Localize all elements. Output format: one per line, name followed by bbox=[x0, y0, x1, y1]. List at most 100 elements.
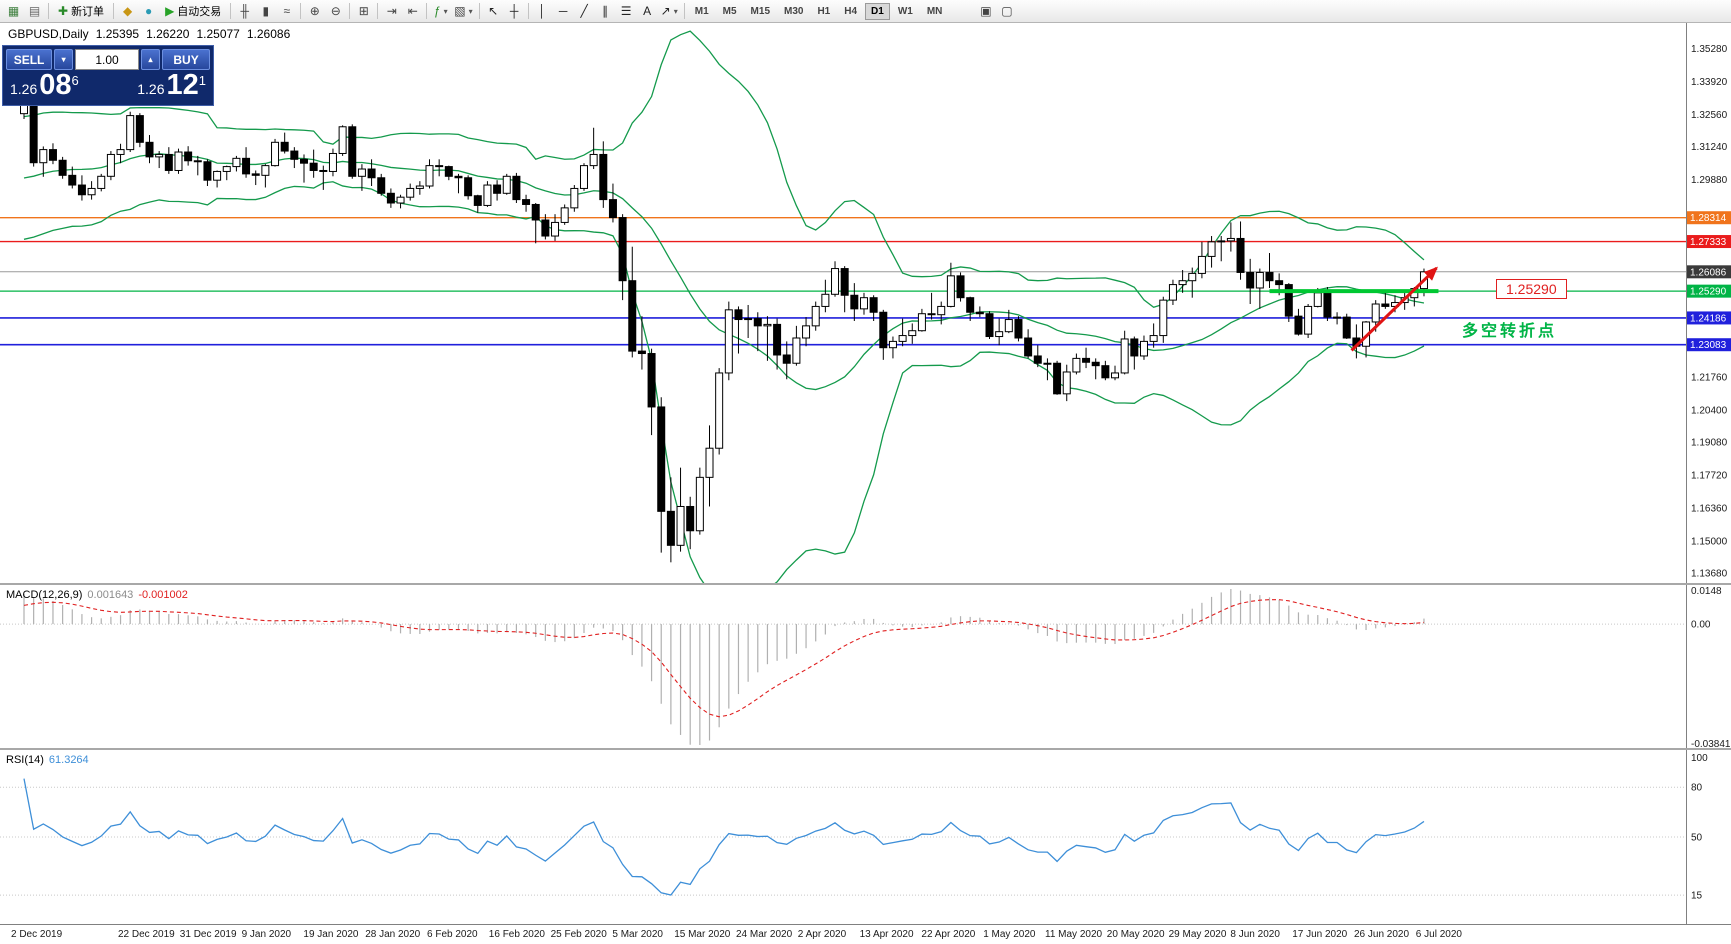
auto-scroll-button[interactable]: ⇥ bbox=[381, 2, 402, 20]
tile-windows-button[interactable]: ⊞ bbox=[353, 2, 374, 20]
date-label: 2 Dec 2019 bbox=[11, 929, 63, 940]
time-axis[interactable]: 2 Dec 2019 22 Dec 2019 31 Dec 2019 9 Jan 20… bbox=[11, 929, 1462, 940]
date-label: 25 Feb 2020 bbox=[551, 929, 608, 940]
autotrading-button[interactable]: ▶ 自动交易 bbox=[159, 2, 227, 20]
new-order-button[interactable]: ✚ 新订单 bbox=[52, 2, 110, 20]
panel-divider[interactable] bbox=[0, 583, 1731, 585]
ohlc-high: 1.26220 bbox=[146, 27, 190, 41]
timeframe-m5-button[interactable]: M5 bbox=[717, 3, 743, 20]
metaeditor-button[interactable]: ● bbox=[138, 2, 159, 20]
sell-button[interactable]: SELL bbox=[6, 49, 53, 70]
date-label: 26 Jun 2020 bbox=[1354, 929, 1409, 940]
window-list-icon: ▢ bbox=[1001, 4, 1013, 18]
arrows-tool-button[interactable]: ↗ ▾ bbox=[658, 2, 681, 20]
zoom-out-button[interactable]: ⊖ bbox=[325, 2, 346, 20]
date-label: 2 Apr 2020 bbox=[798, 929, 847, 940]
cursor-icon: ↖ bbox=[488, 4, 499, 18]
arrows-tool-icon: ↗ bbox=[660, 4, 671, 18]
profiles-button[interactable]: ▤ bbox=[24, 2, 45, 20]
volume-dropdown-button[interactable]: ▾ bbox=[54, 49, 74, 70]
chevron-up-icon: ▴ bbox=[148, 55, 153, 64]
price-axis-label: 1.33920 bbox=[1691, 77, 1728, 88]
candlestick-chart-button[interactable]: ▮ bbox=[255, 2, 276, 20]
timeframe-w1-button[interactable]: W1 bbox=[892, 3, 919, 20]
chart-shift-button[interactable]: ⇤ bbox=[402, 2, 423, 20]
trendline-button[interactable]: ╱ bbox=[574, 2, 595, 20]
timeframe-m1-button[interactable]: M1 bbox=[689, 3, 715, 20]
objects-button[interactable]: ▧ ▾ bbox=[451, 2, 475, 20]
macd-axis-label: -0.038415 bbox=[1691, 739, 1731, 750]
line-chart-button[interactable]: ≈ bbox=[276, 2, 297, 20]
main-chart-panel[interactable] bbox=[0, 30, 1686, 596]
new-order-icon: ✚ bbox=[58, 4, 69, 18]
panel-divider[interactable] bbox=[0, 748, 1731, 750]
zoom-in-icon: ⊕ bbox=[309, 4, 320, 18]
toolbar-separator bbox=[349, 3, 351, 19]
tile-windows-icon: ⊞ bbox=[358, 4, 369, 18]
crosshair-icon: ┼ bbox=[509, 4, 519, 18]
indicators-button[interactable]: ƒ ▾ bbox=[430, 2, 451, 20]
market-watch-icon: ◆ bbox=[122, 4, 133, 18]
horizontal-line-button[interactable]: ─ bbox=[553, 2, 574, 20]
crosshair-button[interactable]: ┼ bbox=[504, 2, 525, 20]
rsi-indicator-label: RSI(14) 61.3264 bbox=[6, 754, 89, 766]
window-list-button[interactable]: ▢ bbox=[996, 2, 1017, 20]
text-label-button[interactable]: A bbox=[637, 2, 658, 20]
equidistant-channel-button[interactable]: ∥ bbox=[595, 2, 616, 20]
new-chart-button[interactable]: ▦ bbox=[3, 2, 24, 20]
price-badge-label: 1.28314 bbox=[1690, 213, 1727, 224]
rsi-axis-label: 100 bbox=[1691, 753, 1708, 764]
price-axis-label: 1.31240 bbox=[1691, 142, 1728, 153]
date-label: 13 Apr 2020 bbox=[860, 929, 914, 940]
zoom-in-button[interactable]: ⊕ bbox=[304, 2, 325, 20]
pivot-annotation[interactable]: 多空转折点 bbox=[1462, 323, 1558, 340]
price-axis-label: 1.21760 bbox=[1691, 372, 1728, 383]
price-axis-label: 1.15000 bbox=[1691, 536, 1728, 547]
symbol-period-label: GBPUSD,Daily bbox=[8, 27, 89, 41]
vertical-line-button[interactable]: │ bbox=[532, 2, 553, 20]
price-axis[interactable]: 1.35280 1.33920 1.32560 1.31240 1.29880 1.217… bbox=[1686, 22, 1731, 924]
candlestick-chart-icon: ▮ bbox=[262, 4, 270, 18]
buy-price-pipette: 1 bbox=[198, 73, 206, 88]
timeframe-d1-button[interactable]: D1 bbox=[865, 2, 890, 20]
toolbar-separator bbox=[426, 3, 428, 19]
equidistant-channel-icon: ∥ bbox=[602, 4, 609, 18]
price-badge-label: 1.26086 bbox=[1690, 267, 1727, 278]
macd-main-value: 0.001643 bbox=[87, 589, 134, 601]
timeframe-m15-button[interactable]: M15 bbox=[745, 3, 776, 20]
price-badge-label: 1.24186 bbox=[1690, 313, 1727, 324]
cursor-button[interactable]: ↖ bbox=[483, 2, 504, 20]
rsi-axis-label: 80 bbox=[1691, 783, 1703, 794]
date-label: 8 Jun 2020 bbox=[1230, 929, 1280, 940]
bollinger-lower-band bbox=[23, 181, 1425, 583]
market-watch-button[interactable]: ◆ bbox=[117, 2, 138, 20]
arrows-tool-dropdown-icon: ▾ bbox=[673, 6, 678, 16]
new-window-button[interactable]: ▣ bbox=[975, 2, 996, 20]
buy-button[interactable]: BUY bbox=[162, 49, 211, 70]
bar-chart-button[interactable]: ╫ bbox=[234, 2, 255, 20]
timeframe-h1-button[interactable]: H1 bbox=[811, 3, 836, 20]
volume-input[interactable] bbox=[75, 49, 140, 70]
rsi-panel[interactable] bbox=[0, 778, 1686, 896]
price-axis-label: 1.19080 bbox=[1691, 437, 1728, 448]
sell-price-prefix: 1.26 bbox=[10, 81, 38, 97]
timeframe-m30-button[interactable]: M30 bbox=[778, 3, 809, 20]
macd-name: MACD(12,26,9) bbox=[6, 589, 83, 601]
price-badge-label: 1.23083 bbox=[1690, 340, 1727, 351]
chart-shift-icon: ⇤ bbox=[407, 4, 418, 18]
macd-axis-label: 0.00 bbox=[1691, 620, 1711, 631]
fibonacci-button[interactable]: ☰ bbox=[616, 2, 637, 20]
date-label: 16 Feb 2020 bbox=[489, 929, 546, 940]
timeframe-mn-button[interactable]: MN bbox=[921, 3, 949, 20]
toolbar-separator bbox=[48, 3, 49, 19]
price-level-callout[interactable]: 1.25290 bbox=[1496, 279, 1567, 299]
timeframe-h4-button[interactable]: H4 bbox=[838, 3, 863, 20]
date-label: 1 May 2020 bbox=[983, 929, 1036, 940]
price-badge bbox=[1687, 284, 1731, 298]
volume-up-button[interactable]: ▴ bbox=[141, 49, 161, 70]
macd-panel[interactable] bbox=[0, 589, 1686, 745]
toolbar-separator bbox=[230, 3, 232, 19]
trend-arrow-object[interactable] bbox=[1350, 266, 1438, 352]
date-label: 17 Jun 2020 bbox=[1292, 929, 1347, 940]
